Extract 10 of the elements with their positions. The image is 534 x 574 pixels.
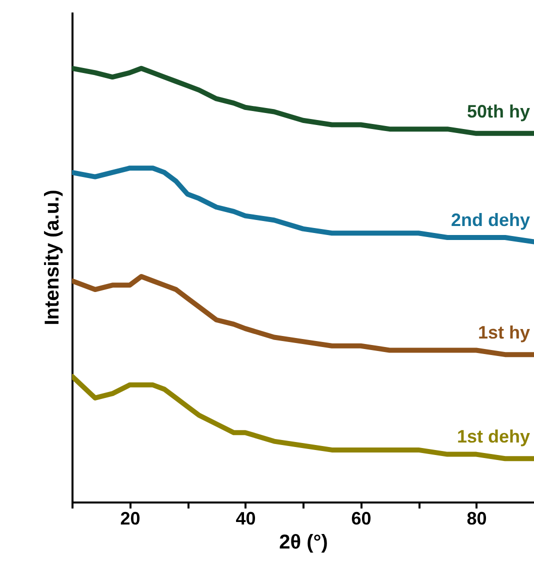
x-tick-label: 80 (466, 508, 487, 528)
series-label: 1st hy (478, 322, 530, 343)
series-label: 50th hy (466, 101, 530, 122)
x-tick-label: 20 (120, 508, 140, 528)
x-axis-title: 2θ (°) (279, 532, 328, 554)
y-axis-title: Intensity (a.u.) (42, 190, 64, 326)
series-label: 2nd dehy (450, 210, 530, 230)
x-tick-label: 40 (236, 508, 256, 528)
series-label: 1st dehy (456, 426, 530, 447)
x-tick-label: 60 (351, 508, 372, 528)
